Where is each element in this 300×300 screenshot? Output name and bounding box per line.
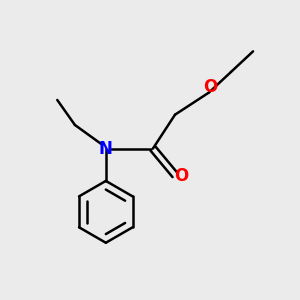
Text: O: O: [203, 78, 218, 96]
Text: N: N: [99, 140, 113, 158]
Text: O: O: [174, 167, 189, 185]
